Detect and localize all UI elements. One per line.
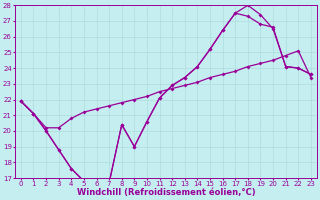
X-axis label: Windchill (Refroidissement éolien,°C): Windchill (Refroidissement éolien,°C) [76, 188, 255, 197]
